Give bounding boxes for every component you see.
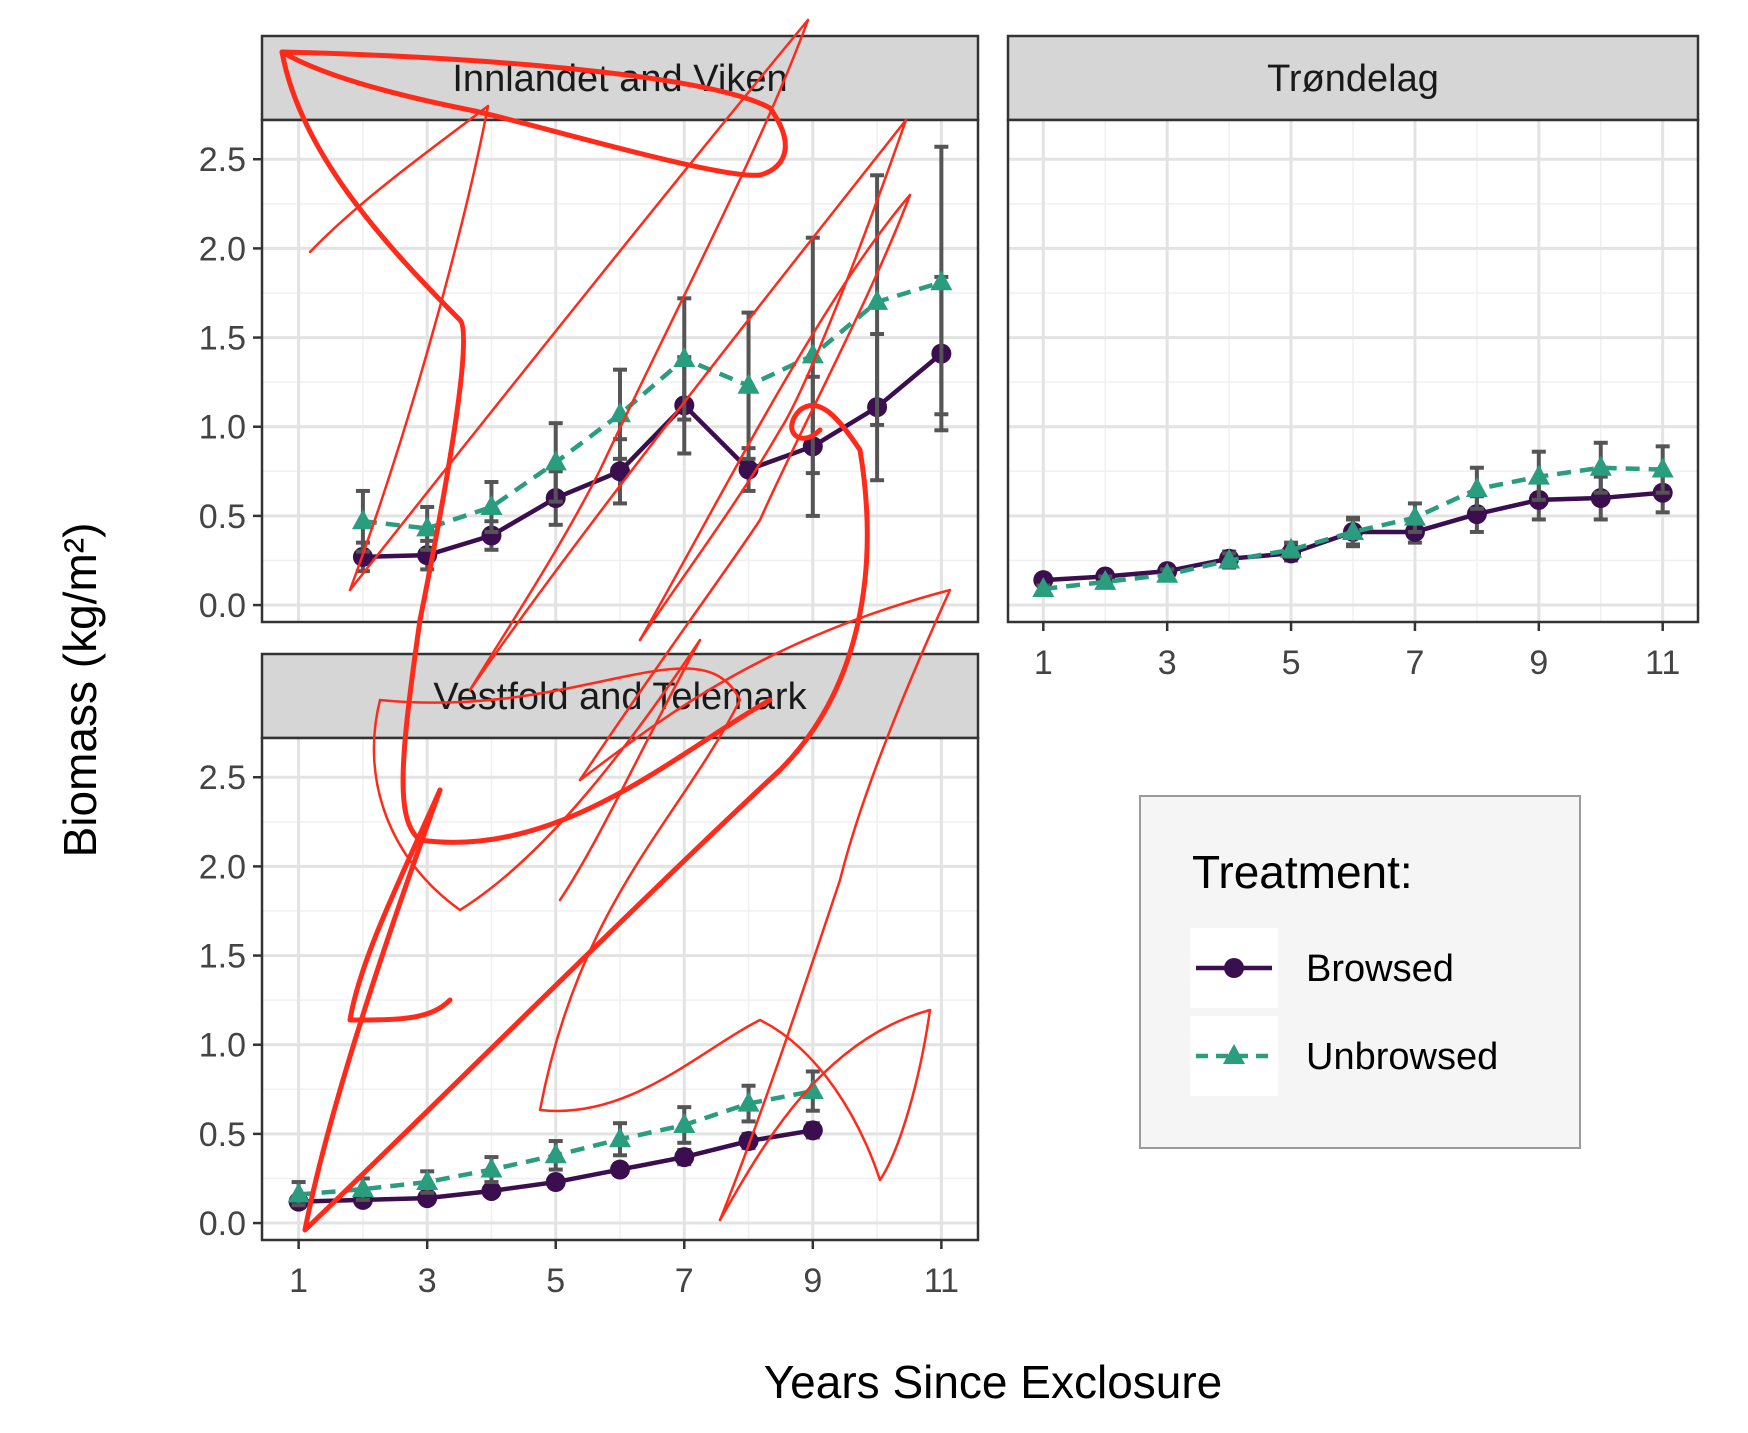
series-unbrowsed [351, 144, 953, 554]
data-point [738, 1131, 759, 1152]
x-tick-label: 3 [1158, 644, 1177, 682]
data-point [1280, 537, 1303, 558]
data-point [1527, 464, 1550, 485]
data-point [737, 373, 760, 394]
y-tick-label: 0.5 [199, 1116, 246, 1154]
data-point [1156, 562, 1179, 583]
series-unbrowsed [1032, 440, 1674, 598]
x-tick-label: 1 [289, 1262, 308, 1300]
scribble-stroke [372, 667, 762, 1113]
scribble-stroke [279, 49, 788, 178]
data-point [930, 270, 953, 291]
data-point [609, 1127, 631, 1148]
data-point [545, 1172, 566, 1193]
y-tick-label: 2.5 [199, 759, 246, 797]
data-point [1465, 477, 1488, 498]
x-axis-title: Years Since Exclosure [764, 1356, 1223, 1408]
data-point [544, 1143, 567, 1164]
x-tick-label: 11 [1645, 644, 1680, 682]
series-line [362, 280, 943, 531]
data-point [480, 494, 503, 515]
legend-title: Treatment: [1192, 846, 1413, 898]
scribble-stroke [458, 638, 702, 912]
y-tick-label: 2.0 [199, 230, 246, 268]
data-point [1094, 569, 1117, 590]
data-point [287, 1182, 310, 1203]
data-point [801, 343, 824, 364]
scribble-stroke [718, 1008, 932, 1222]
scribble-stroke [302, 403, 870, 1233]
legend-key-marker [1223, 1044, 1245, 1064]
x-tick-label: 5 [1282, 644, 1301, 682]
data-point [1032, 577, 1055, 598]
y-tick-label: 0.5 [199, 498, 246, 536]
panel-border [1006, 118, 1700, 624]
data-point [802, 1120, 823, 1141]
data-point [1218, 548, 1241, 569]
x-tick-label: 7 [1405, 644, 1424, 682]
panel-border [260, 118, 980, 624]
facet-label: Vestfold and Telemark [433, 676, 807, 718]
panel-border [260, 736, 980, 1242]
y-tick-label: 0.0 [199, 587, 246, 625]
x-tick-label: 7 [675, 1262, 694, 1300]
legend-entry-label: Browsed [1306, 948, 1454, 990]
facet-strip [260, 652, 980, 740]
x-tick-label: 1 [1034, 644, 1053, 682]
series-unbrowsed [287, 1069, 824, 1208]
data-point [1342, 519, 1364, 540]
y-tick-label: 1.5 [199, 320, 246, 358]
series-line [1043, 465, 1663, 592]
data-point [351, 1177, 374, 1198]
data-point [866, 289, 889, 310]
data-point [737, 1091, 760, 1112]
y-tick-label: 1.5 [199, 938, 246, 976]
legend: Treatment: Browsed Unbrowsed [1139, 795, 1581, 1149]
data-point [1589, 455, 1612, 476]
legend-key-marker [1224, 958, 1244, 978]
scribble-stroke [348, 18, 810, 692]
scribble-stroke [308, 104, 490, 592]
data-point [351, 509, 374, 530]
data-point [416, 516, 439, 537]
y-axis-title: Biomass (kg/m²) [54, 523, 106, 858]
data-point [801, 1079, 824, 1100]
data-point [610, 1159, 630, 1180]
scribble-stroke [578, 588, 952, 1222]
y-tick-label: 1.0 [199, 1027, 246, 1065]
scribble-annotation [279, 18, 952, 1233]
legend-entry-label: Unbrowsed [1306, 1036, 1498, 1078]
data-point [610, 461, 630, 482]
data-point [544, 450, 567, 471]
y-tick-label: 2.5 [199, 141, 246, 179]
data-point [673, 346, 696, 367]
panel-1: Trøndelag 1 3 5 7 9 11 [1006, 34, 1700, 682]
facet-label: Trøndelag [1267, 58, 1439, 100]
x-tick-label: 9 [803, 1262, 822, 1300]
y-tick-label: 0.0 [199, 1205, 246, 1243]
y-tick-label: 2.0 [199, 848, 246, 886]
data-point [481, 1180, 502, 1201]
data-point [673, 1112, 696, 1133]
scribble-stroke [279, 49, 773, 845]
panel-2: Vestfold and Telemark 0.0 0.5 1.0 1.5 2.0 2.5 1… [199, 652, 980, 1300]
y-tick-label: 1.0 [199, 409, 246, 447]
data-point [674, 1147, 695, 1168]
scribble-stroke [468, 118, 908, 692]
data-point [1403, 505, 1426, 526]
facet-strip [260, 34, 980, 122]
scribble-stroke [578, 193, 912, 782]
data-point [416, 1170, 439, 1191]
x-tick-label: 3 [418, 1262, 437, 1300]
data-point [1651, 457, 1674, 478]
x-tick-label: 9 [1529, 644, 1548, 682]
x-tick-label: 5 [546, 1262, 565, 1300]
data-point [480, 1157, 503, 1178]
x-tick-label: 11 [924, 1262, 959, 1300]
